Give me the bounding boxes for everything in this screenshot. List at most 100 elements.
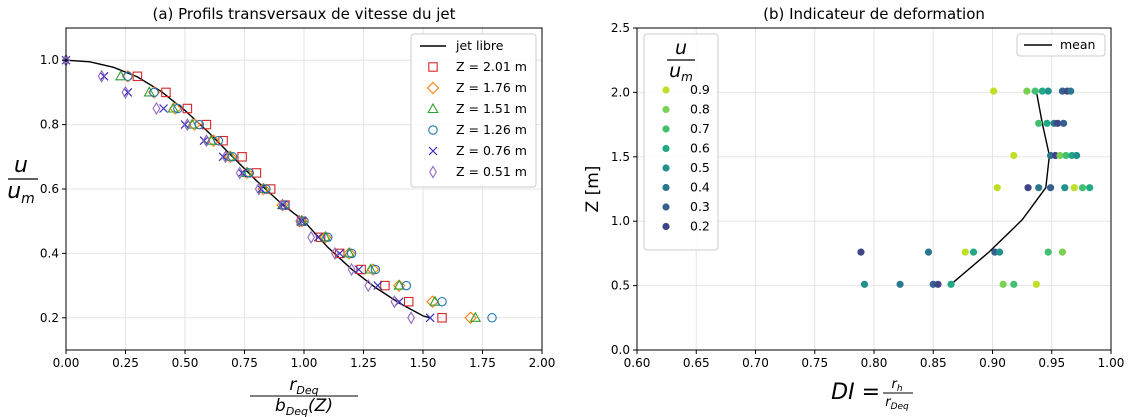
chart-b-line-legend: mean [1017, 34, 1105, 56]
chart-a-y-ticks: 0.2 0.4 0.6 0.8 1.0 [40, 53, 66, 325]
svg-text:rDeq: rDeq [885, 395, 909, 412]
chart-a-legend-label: Z = 1.51 m [456, 101, 527, 116]
chart-b-xtick-label: 0.60 [624, 356, 651, 370]
chart-b-xtick-label: 0.80 [861, 356, 888, 370]
chart-a-xtick-label: 1.00 [291, 356, 318, 370]
chart-b-ytick-label: 2.0 [611, 85, 630, 99]
chart-a-ytick-label: 0.6 [40, 182, 59, 196]
chart-b-level-legend-label: 0.4 [690, 180, 710, 195]
chart-b-data-point [861, 281, 868, 288]
chart-b-data-point [1061, 184, 1068, 191]
chart-b-level-legend-label: 0.7 [690, 121, 710, 136]
chart-b-data-point [1045, 88, 1052, 95]
chart-b-data-point [962, 249, 969, 256]
chart-b-level-legend-label: 0.9 [690, 82, 710, 97]
chart-a-xtick-label: 0.75 [231, 356, 258, 370]
chart-a-data-point [200, 137, 208, 145]
chart-a-data-point [183, 104, 191, 112]
chart-a-xtick-label: 0.25 [112, 356, 139, 370]
chart-b-ytick-label: 1.0 [611, 214, 630, 228]
chart-b-data-point [947, 281, 954, 288]
chart-b-markers [857, 88, 1093, 288]
chart-a-ytick-label: 0.4 [40, 246, 59, 260]
chart-a-ylabel-den: u [7, 179, 21, 204]
chart-b-level-legend: u um 0.9 0.8 0.7 0.6 0.5 0.4 0.3 0.2 [644, 34, 718, 250]
chart-b-data-point [1045, 249, 1052, 256]
svg-text:rDeq: rDeq [289, 375, 318, 397]
chart-b-data-point [1010, 281, 1017, 288]
chart-b-ytick-label: 2.5 [611, 21, 630, 35]
chart-b-level-legend-label: 0.2 [690, 219, 710, 234]
chart-b-level-legend-label: 0.6 [690, 141, 710, 156]
chart-a-data-point [314, 233, 322, 241]
chart-a: (a) Profils transversaux de vitesse du j… [7, 5, 555, 417]
chart-a-ylabel: u um [7, 153, 38, 207]
chart-b-data-point [990, 88, 997, 95]
chart-b-data-point [925, 249, 932, 256]
chart-b-data-point [1010, 152, 1017, 159]
chart-b-xtick-label: 0.95 [1038, 356, 1065, 370]
chart-a-xtick-label: 1.25 [350, 356, 377, 370]
chart-b-data-point [970, 249, 977, 256]
chart-b-ylabel: Z [m] [583, 166, 603, 213]
chart-b-data-point [1073, 152, 1080, 159]
chart-a-legend-label: Z = 0.51 m [456, 164, 527, 179]
chart-a-xtick-label: 1.75 [469, 356, 496, 370]
chart-b-data-point [1023, 88, 1030, 95]
chart-b-line-legend-label: mean [1060, 37, 1095, 52]
chart-a-legend-label: Z = 1.76 m [456, 80, 527, 95]
chart-a-xlabel: rDeq bDeq(Z) [250, 375, 358, 417]
chart-b-data-point [1035, 120, 1042, 127]
chart-b-xlabel: DI = rh rDeq [831, 377, 913, 412]
chart-a-xtick-label: 0.00 [53, 356, 80, 370]
chart-b-data-point [1024, 184, 1031, 191]
chart-a-data-point [438, 298, 446, 306]
chart-b-level-legend-label: 0.3 [690, 199, 710, 214]
chart-b-data-point [1047, 184, 1054, 191]
chart-b-x-ticks: 0.60 0.65 0.70 0.75 0.80 0.85 0.90 0.95 1.00 [624, 350, 1125, 370]
chart-b-xlabel-den-sub: Deq [891, 402, 909, 412]
chart-b-data-point [996, 249, 1003, 256]
chart-b-level-legend-swatch [662, 184, 669, 191]
chart-a-xtick-label: 1.50 [410, 356, 437, 370]
chart-a-data-point [402, 281, 410, 289]
chart-b-data-point [1086, 184, 1093, 191]
chart-a-data-point [238, 153, 246, 161]
chart-a-ytick-label: 0.8 [40, 118, 59, 132]
chart-b-data-point [1035, 184, 1042, 191]
chart-a-legend-label: Z = 0.76 m [456, 143, 527, 158]
chart-b-data-point [1071, 184, 1078, 191]
chart-b-level-legend-swatch [662, 223, 669, 230]
chart-b-data-point [1043, 120, 1050, 127]
chart-a-data-point [308, 232, 315, 243]
chart-b-data-point [1033, 281, 1040, 288]
chart-b-level-legend-title-num: u [675, 37, 687, 59]
chart-a-ytick-label: 0.2 [40, 311, 59, 325]
chart-b-data-point [1000, 281, 1007, 288]
chart-a-xlabel-den-sub: Deq [286, 405, 308, 417]
chart-b-ytick-label: 1.5 [611, 150, 630, 164]
chart-b-data-point [1059, 249, 1066, 256]
chart-b-data-point [934, 281, 941, 288]
chart-a-data-point [381, 281, 389, 289]
chart-b-level-legend-title-den: u [669, 60, 681, 82]
chart-b-level-legend-label: 0.8 [690, 102, 710, 117]
chart-a-legend-label: Z = 2.01 m [456, 59, 527, 74]
chart-b-xtick-label: 1.00 [1098, 356, 1125, 370]
chart-b-data-point [1060, 120, 1067, 127]
chart-a-ylabel-den-sub: m [21, 191, 35, 207]
chart-a-legend-label: Z = 1.26 m [456, 122, 527, 137]
chart-a-legend: jet libreZ = 2.01 mZ = 1.76 mZ = 1.51 mZ… [411, 34, 536, 187]
chart-b-data-point [896, 281, 903, 288]
chart-a-data-point [219, 153, 227, 161]
chart-b-ytick-label: 0.0 [611, 343, 630, 357]
chart-b-ytick-label: 0.5 [611, 279, 630, 293]
chart-b-xtick-label: 0.65 [683, 356, 710, 370]
chart-a-xtick-label: 0.50 [172, 356, 199, 370]
chart-b-data-point [857, 249, 864, 256]
chart-a-ytick-label: 1.0 [40, 53, 59, 67]
chart-b-level-legend-swatch [662, 145, 669, 152]
chart-b-level-legend-swatch [662, 125, 669, 132]
chart-b-xtick-label: 0.85 [920, 356, 947, 370]
